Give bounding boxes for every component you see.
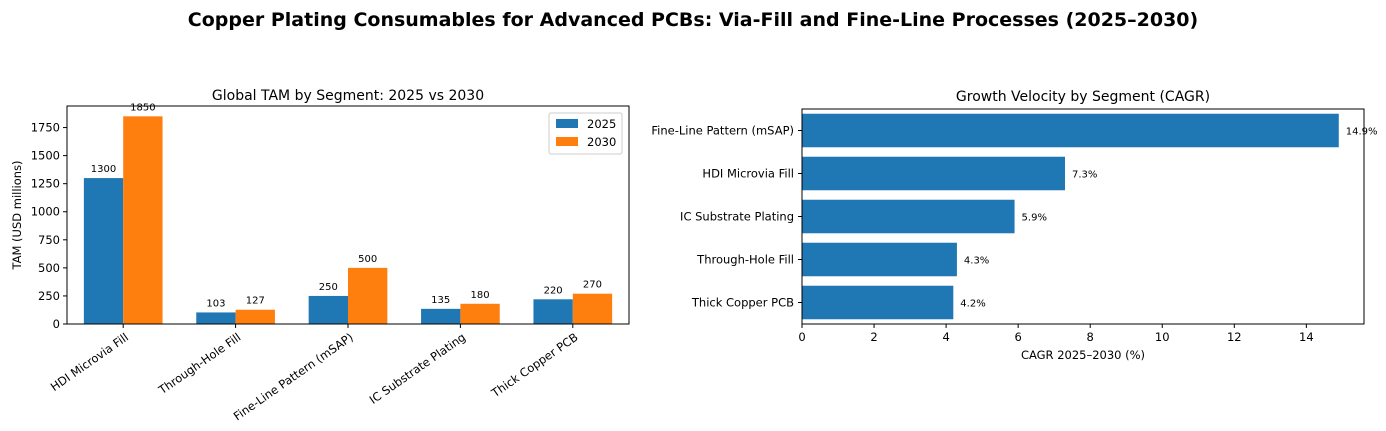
bar-value-label: 4.2% [960,299,985,310]
bar [235,309,275,324]
bar [802,242,957,277]
y-tick-label: 1250 [31,177,60,191]
bar-value-label: 7.3% [1072,170,1097,181]
bar-value-label: 127 [246,296,265,307]
chart-title: Growth Velocity by Segment (CAGR) [956,89,1210,105]
bar-value-label: 220 [544,285,563,296]
y-tick-label: 1750 [31,121,60,135]
bar-value-label: 14.9% [1346,127,1378,138]
x-axis-label: CAGR 2025–2030 (%) [1021,348,1145,362]
bar-value-label: 1300 [91,164,116,175]
x-tick-label: 14 [1299,330,1314,344]
legend-swatch [556,137,578,146]
bar-value-label: 5.9% [1022,213,1047,224]
x-tick-label: 8 [1087,330,1094,344]
y-tick-label: Fine-Line Pattern (mSAP) [651,124,794,138]
bar-value-label: 180 [471,290,490,301]
y-tick-label: 250 [38,289,60,303]
legend-label: 2030 [587,135,616,149]
x-tick-label: 2 [870,330,877,344]
x-tick-label: 6 [1014,330,1021,344]
bar [802,285,954,320]
bar-value-label: 4.3% [964,256,989,267]
chart-title: Global TAM by Segment: 2025 vs 2030 [212,88,484,104]
bar [348,267,388,324]
bar [533,299,573,324]
y-tick-label: 1500 [31,149,60,163]
bar [123,116,163,324]
y-tick-label: 500 [38,261,60,275]
bar [572,293,613,324]
legend-label: 2025 [587,117,616,131]
bar [802,156,1065,191]
bar-value-label: 500 [358,254,377,265]
legend-swatch [556,119,578,128]
y-tick-label: Thick Copper PCB [691,296,794,310]
bar [308,295,348,324]
bar-value-label: 270 [583,280,602,291]
cagr-hbar-chart: Growth Velocity by Segment (CAGR) 14.9% Fi… [651,89,1377,362]
bar [421,308,461,324]
x-tick-label: HDI Microvia Fill [48,330,131,394]
bar [460,303,500,324]
x-tick-label: Thick Copper PCB [488,330,581,401]
bar [83,178,124,324]
plot-frame [801,108,1365,325]
bar-value-label: 250 [319,282,338,293]
x-tick-label: Fine-Line Pattern (mSAP) [231,330,356,423]
bar [802,113,1339,148]
x-tick-label: IC Substrate Plating [367,330,468,407]
y-tick-label: 0 [53,317,60,331]
y-tick-label: HDI Microvia Fill [702,167,794,181]
bar [196,312,236,324]
x-tick-label: 4 [942,330,949,344]
plot-frame [66,105,630,325]
y-tick-label: 750 [38,233,60,247]
y-axis-label: TAM (USD millions) [10,160,24,270]
x-tick-label: 0 [798,330,805,344]
y-tick-label: 1000 [31,205,60,219]
x-tick-label: 12 [1227,330,1242,344]
bar-value-label: 103 [206,298,225,309]
y-tick-label: Through-Hole Fill [696,253,794,267]
y-tick-label: IC Substrate Plating [680,210,794,224]
tam-bar-chart: Global TAM by Segment: 2025 vs 2030 1300 1… [10,88,630,423]
x-tick-label: 10 [1155,330,1170,344]
figure-title: Copper Plating Consumables for Advanced … [187,9,1199,31]
bar [802,199,1015,234]
bar-value-label: 135 [431,295,450,306]
bar-value-label: 1850 [130,102,155,113]
x-tick-label: Through-Hole Fill [155,330,243,398]
